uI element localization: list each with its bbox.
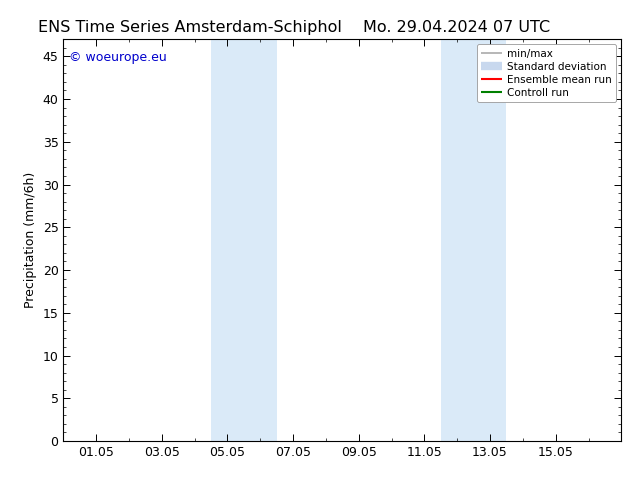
Text: Mo. 29.04.2024 07 UTC: Mo. 29.04.2024 07 UTC [363, 20, 550, 35]
Legend: min/max, Standard deviation, Ensemble mean run, Controll run: min/max, Standard deviation, Ensemble me… [477, 45, 616, 102]
Bar [211, 39, 276, 441]
Bar [441, 39, 507, 441]
Text: ENS Time Series Amsterdam-Schiphol: ENS Time Series Amsterdam-Schiphol [38, 20, 342, 35]
Y-axis label: Precipitation (mm/6h): Precipitation (mm/6h) [24, 172, 37, 308]
Text: © woeurope.eu: © woeurope.eu [69, 51, 167, 64]
